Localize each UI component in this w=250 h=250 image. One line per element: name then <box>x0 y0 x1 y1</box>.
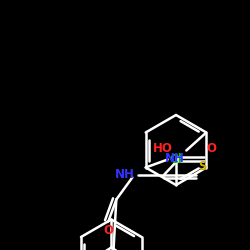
Text: NH: NH <box>164 152 184 166</box>
Text: NH: NH <box>114 168 134 181</box>
Text: O: O <box>103 224 113 236</box>
Text: HO: HO <box>153 142 173 155</box>
Text: S: S <box>198 160 207 172</box>
Text: Cl: Cl <box>170 153 182 166</box>
Text: O: O <box>206 142 216 155</box>
